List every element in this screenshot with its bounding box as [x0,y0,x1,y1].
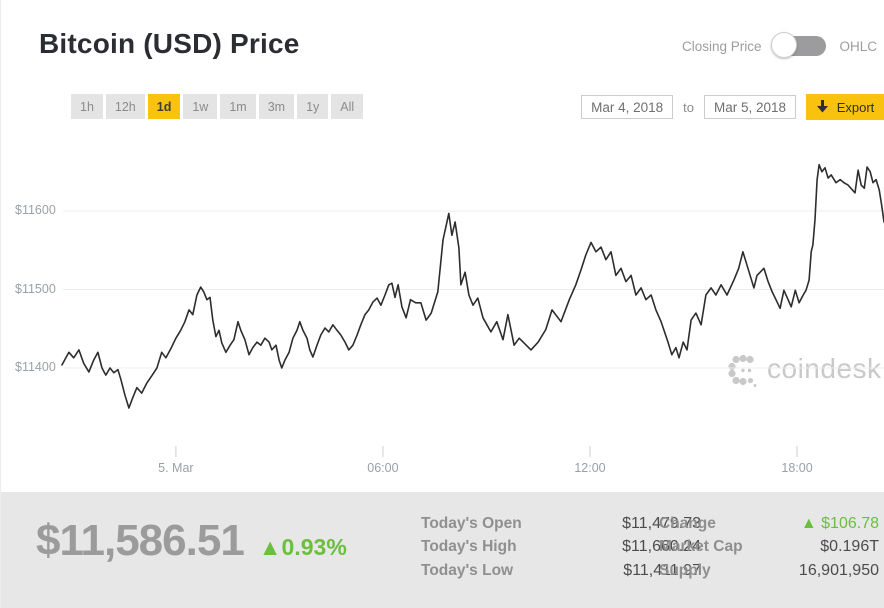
range-button-1d[interactable]: 1d [147,94,181,119]
range-button-1m[interactable]: 1m [220,94,256,119]
x-axis-tick-label: 5. Mar [158,461,194,475]
stat-label: Today's Low [421,561,514,579]
range-button-1h[interactable]: 1h [71,94,103,119]
stat-label: Change [659,514,716,532]
date-to-input[interactable] [704,95,796,119]
download-icon [816,100,828,113]
stat-row: Today's Low $11,411.97 [421,559,701,583]
stat-row: Market Cap $0.196T [659,536,879,560]
range-button-all[interactable]: All [331,94,364,119]
stat-label: Today's High [421,538,517,556]
stats-right-column: Change ▲ $106.78 Market Cap $0.196T Supply 16… [659,512,879,583]
stat-label: Today's Open [421,514,522,532]
ohlc-label: OHLC [839,38,877,54]
stat-value: $11,479.73 [622,514,701,532]
stat-value: ▲ $106.78 [800,514,879,532]
current-price-row: $11,586.51 ▲0.93% [36,516,347,566]
price-line [61,163,884,409]
stat-label: Supply [659,561,711,579]
range-button-3m[interactable]: 3m [258,94,295,119]
change-percent: ▲0.93% [258,534,347,560]
footer-stats-bar: $11,586.51 ▲0.93% Today's Open $11,479.73… [1,492,884,608]
x-axis-tick-label: 18:00 [781,461,813,475]
stat-row: Today's High $11,660.24 [421,536,701,560]
stat-row: Today's Open $11,479.73 [421,512,701,536]
stat-row: Change ▲ $106.78 [659,512,879,536]
range-button-12h[interactable]: 12h [105,94,145,119]
stat-value: $0.196T [820,538,879,556]
switch-knob[interactable] [771,32,798,58]
stat-value: $11,411.97 [623,561,701,579]
closing-price-label: Closing Price [681,38,762,54]
page-title: Bitcoin (USD) Price [39,28,300,59]
x-axis-tick-label: 06:00 [367,461,399,475]
stat-value: $11,660.24 [622,538,701,556]
date-range-to-label: to [683,99,694,115]
range-button-1y[interactable]: 1y [297,94,329,119]
price-mode-toggle-group: Closing Price OHLC [681,32,877,58]
stat-label: Market Cap [659,538,743,556]
time-range-button-group: 1h 12h 1d 1w 1m 3m 1y All [71,94,364,119]
date-range-controls: to Export [581,94,884,120]
date-from-input[interactable] [581,95,674,119]
export-button-label: Export [836,99,875,115]
x-axis-tick-label: 12:00 [574,461,606,475]
current-price: $11,586.51 [36,516,245,565]
y-axis-tick-label: $11400 [15,360,56,374]
y-axis-tick-label: $11600 [15,203,56,217]
price-mode-switch[interactable] [771,32,827,58]
range-button-1w[interactable]: 1w [183,94,218,119]
y-axis-tick-label: $11500 [15,281,56,296]
export-button[interactable]: Export [806,94,884,120]
stats-left-column: Today's Open $11,479.73 Today's High $11,66… [421,512,701,583]
stat-value: 16,901,950 [798,561,879,579]
stat-row: Supply 16,901,950 [659,559,879,583]
